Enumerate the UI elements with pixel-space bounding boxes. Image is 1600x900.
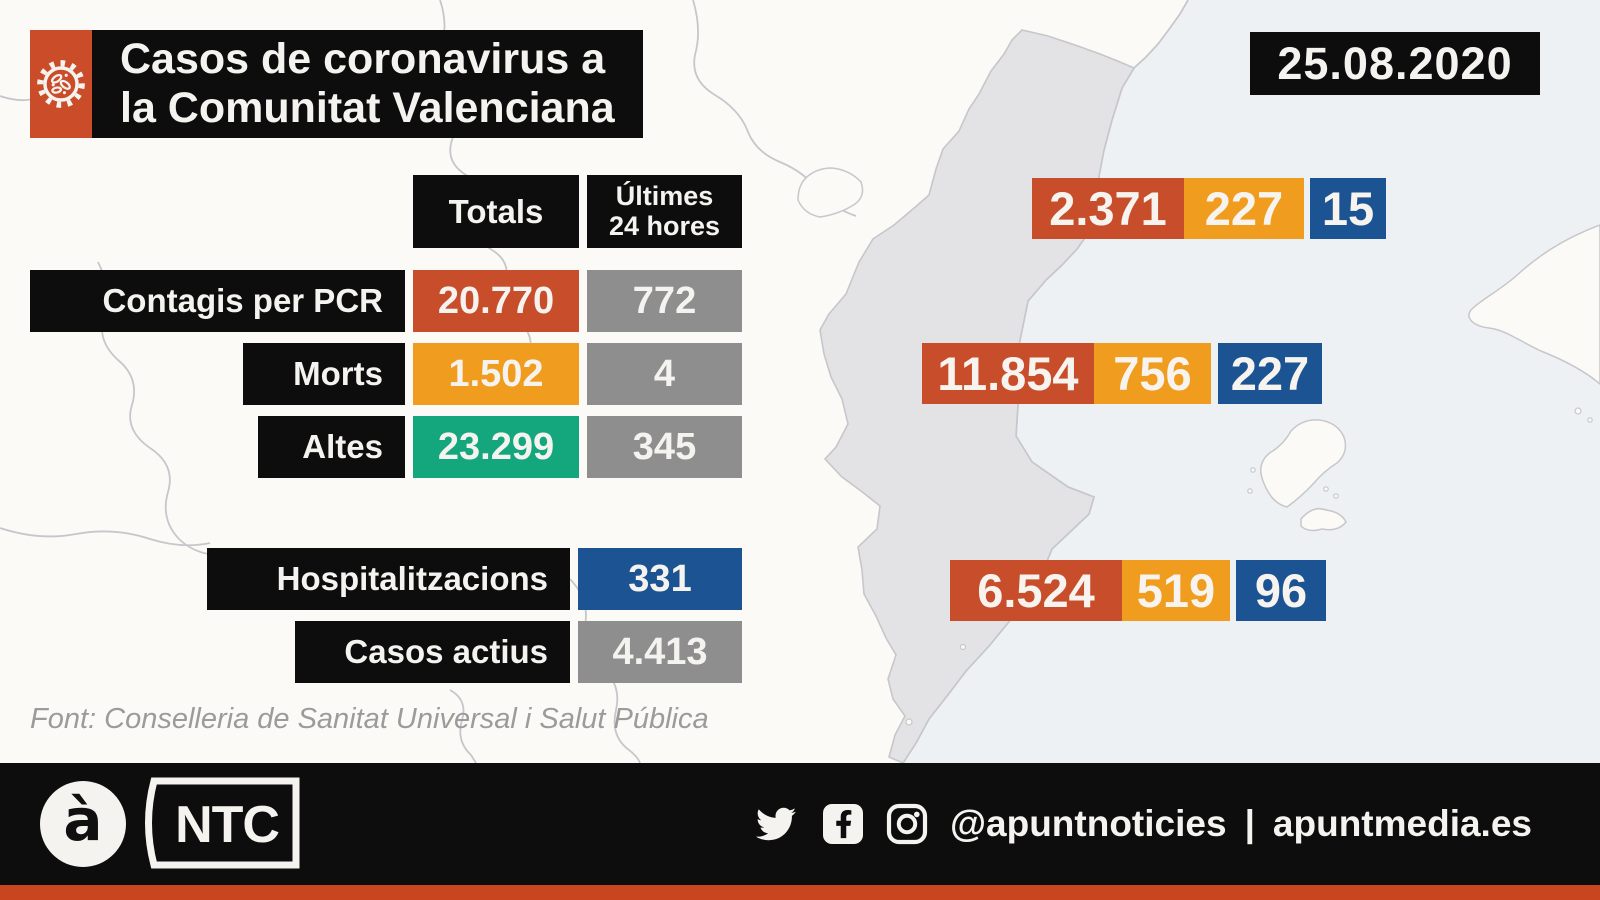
island-formentera [1300,507,1347,532]
value-contagis-last24: 772 [587,270,742,332]
map-values-north-province: 2.371 227 15 [1032,178,1386,239]
source-note: Font: Conselleria de Sanitat Universal i… [30,703,709,735]
footer-accent-strip [0,885,1600,900]
social-separator: | [1244,803,1255,844]
social-row: @apuntnoticies | apuntmedia.es [752,763,1532,885]
islet [1250,467,1256,473]
footer-bar: à NTC @apuntnoticies | apuntmedia.es [0,763,1600,885]
north-hospital-badge: 15 [1310,178,1386,239]
value-altes-total: 23.299 [413,416,579,478]
central-hospital-badge: 227 [1218,343,1322,404]
value-hospitalitzacions: 331 [578,548,742,610]
social-text: @apuntnoticies | apuntmedia.es [950,803,1532,845]
north-cases-badge: 2.371 [1032,178,1184,239]
ntc-logo-frame: NTC [145,777,300,869]
value-contagis-total: 20.770 [413,270,579,332]
islet [1333,493,1339,499]
apunt-logo: à [40,781,126,867]
map-values-south-province: 6.524 519 96 [950,560,1326,621]
south-cases-badge: 6.524 [950,560,1122,621]
row-label-morts: Morts [243,343,405,405]
islet [1574,407,1582,415]
province-border [0,527,211,547]
central-deaths-badge: 756 [1094,343,1211,404]
row-label-casos-actius: Casos actius [295,621,570,683]
enclave-outline [797,167,864,218]
facebook-icon [822,804,863,844]
twitter-icon [755,807,796,841]
central-cases-badge: 11.854 [922,343,1094,404]
islet [959,643,967,651]
column-header-last24-line2: 24 hores [608,210,721,241]
page-title: Casos de coronavirus a la Comunitat Vale… [92,30,643,138]
value-morts-last24: 4 [587,343,742,405]
ntc-logo-text: NTC [175,796,279,854]
province-border [569,578,641,763]
page-title-line1: Casos de coronavirus a [120,35,606,84]
social-handle: @apuntnoticies [949,803,1227,844]
islet [905,718,913,726]
island-mallorca [1468,224,1600,385]
north-deaths-badge: 227 [1184,178,1304,239]
map-values-central-province: 11.854 756 227 [922,343,1322,404]
page-title-line2: la Comunitat Valenciana [120,84,615,132]
province-border [449,689,477,763]
date-badge: 25.08.2020 [1250,32,1540,95]
value-casos-actius: 4.413 [578,621,742,683]
row-label-hospitalitzacions: Hospitalitzacions [207,548,570,610]
ntc-logo: NTC [138,777,300,874]
column-header-last24-line1: Últimes [615,180,714,211]
apunt-logo-glyph: à [63,786,103,854]
islet [1323,486,1329,492]
row-label-altes: Altes [258,416,405,478]
islet [1247,488,1253,494]
south-hospital-badge: 96 [1236,560,1326,621]
column-header-last24: Últimes 24 hores [587,175,742,248]
virus-icon-glyph [37,60,85,108]
value-morts-total: 1.502 [413,343,579,405]
islet [1587,417,1593,423]
instagram-icon [886,803,928,845]
island-ibiza [1260,419,1347,508]
virus-icon [30,30,92,138]
row-label-contagis-pcr: Contagis per PCR [30,270,405,332]
header: Casos de coronavirus a la Comunitat Vale… [30,30,643,138]
south-deaths-badge: 519 [1122,560,1230,621]
value-altes-last24: 345 [587,416,742,478]
column-header-totals: Totals [413,175,579,248]
website-url: apuntmedia.es [1272,803,1532,844]
